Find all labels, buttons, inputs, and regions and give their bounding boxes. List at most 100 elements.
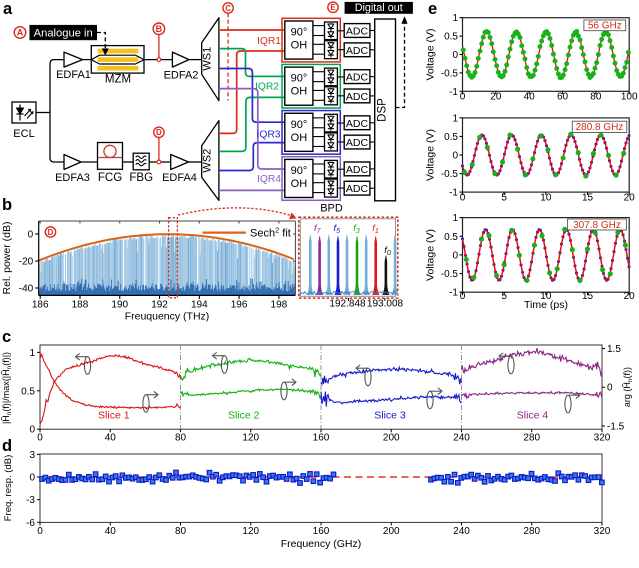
svg-text:20: 20 bbox=[624, 193, 636, 204]
svg-text:EDFA1: EDFA1 bbox=[56, 69, 91, 81]
svg-text:b: b bbox=[2, 196, 12, 214]
svg-text:56 GHz: 56 GHz bbox=[588, 20, 622, 31]
svg-text:f0: f0 bbox=[384, 245, 391, 257]
svg-text:ADC: ADC bbox=[346, 183, 369, 195]
svg-text:-0.5: -0.5 bbox=[441, 269, 459, 280]
svg-text:c: c bbox=[2, 328, 11, 346]
svg-text:0: 0 bbox=[607, 383, 613, 394]
svg-text:-20: -20 bbox=[19, 257, 34, 268]
svg-text:Rel. power (dB): Rel. power (dB) bbox=[1, 222, 13, 295]
svg-text:-1.5: -1.5 bbox=[607, 422, 625, 433]
svg-text:D: D bbox=[48, 228, 54, 237]
svg-text:f5: f5 bbox=[334, 223, 341, 235]
svg-text:ADC: ADC bbox=[346, 45, 369, 57]
svg-text:0: 0 bbox=[37, 433, 43, 444]
svg-text:Freuquency (THz): Freuquency (THz) bbox=[125, 311, 210, 323]
svg-text:ADC: ADC bbox=[346, 118, 369, 130]
svg-text:280: 280 bbox=[523, 433, 540, 444]
svg-text:-1: -1 bbox=[449, 87, 458, 98]
svg-text:D: D bbox=[156, 128, 162, 137]
svg-text:-1: -1 bbox=[449, 188, 458, 199]
svg-text:196: 196 bbox=[231, 300, 248, 311]
svg-text:OH: OH bbox=[291, 178, 308, 190]
svg-text:FBG: FBG bbox=[129, 172, 153, 184]
svg-text:IQR4: IQR4 bbox=[257, 174, 281, 185]
svg-text:100: 100 bbox=[621, 91, 638, 102]
svg-text:OH: OH bbox=[291, 40, 308, 52]
svg-text:5: 5 bbox=[501, 193, 507, 204]
svg-text:-6: -6 bbox=[26, 518, 35, 529]
svg-text:20: 20 bbox=[490, 91, 502, 102]
svg-text:0.5: 0.5 bbox=[444, 32, 458, 43]
svg-text:IQR2: IQR2 bbox=[255, 82, 279, 93]
svg-text:90°: 90° bbox=[291, 27, 308, 39]
svg-text:1: 1 bbox=[452, 13, 458, 24]
svg-text:1: 1 bbox=[452, 113, 458, 124]
svg-text:0.5: 0.5 bbox=[444, 232, 458, 243]
svg-text:240: 240 bbox=[453, 526, 470, 537]
svg-text:WS2: WS2 bbox=[202, 149, 214, 173]
svg-text:90°: 90° bbox=[291, 119, 308, 131]
svg-text:0: 0 bbox=[29, 425, 35, 436]
svg-text:10: 10 bbox=[540, 291, 552, 302]
svg-text:ADC: ADC bbox=[346, 137, 369, 149]
svg-text:IQR3: IQR3 bbox=[256, 129, 280, 140]
svg-text:194: 194 bbox=[191, 300, 208, 311]
svg-text:e: e bbox=[428, 0, 437, 18]
svg-text:C: C bbox=[225, 4, 231, 13]
svg-text:Voltage (V): Voltage (V) bbox=[425, 229, 437, 281]
svg-text:-3: -3 bbox=[26, 495, 35, 506]
svg-text:0: 0 bbox=[460, 291, 466, 302]
svg-text:Analogue in: Analogue in bbox=[34, 28, 93, 40]
svg-text:IQR1: IQR1 bbox=[257, 36, 281, 47]
svg-text:200: 200 bbox=[383, 526, 400, 537]
svg-text:90°: 90° bbox=[291, 165, 308, 177]
svg-text:BPD: BPD bbox=[320, 202, 343, 214]
svg-text:120: 120 bbox=[242, 526, 259, 537]
svg-text:90°: 90° bbox=[291, 73, 308, 85]
svg-text:60: 60 bbox=[557, 91, 569, 102]
svg-text:80: 80 bbox=[175, 433, 187, 444]
svg-text:1: 1 bbox=[29, 348, 35, 359]
svg-text:200: 200 bbox=[383, 433, 400, 444]
svg-text:ADC: ADC bbox=[346, 72, 369, 84]
svg-text:0: 0 bbox=[460, 193, 466, 204]
svg-text:193.008: 193.008 bbox=[367, 299, 404, 310]
svg-text:192.848: 192.848 bbox=[329, 299, 366, 310]
svg-text:240: 240 bbox=[453, 433, 470, 444]
svg-text:Voltage (V): Voltage (V) bbox=[425, 29, 437, 81]
svg-text:Sech2 fit: Sech2 fit bbox=[250, 226, 291, 240]
svg-text:280.8 GHz: 280.8 GHz bbox=[576, 122, 624, 133]
svg-text:Freq. resp. (dB): Freq. resp. (dB) bbox=[3, 455, 14, 522]
svg-text:40: 40 bbox=[105, 433, 117, 444]
svg-text:a: a bbox=[3, 0, 13, 18]
svg-text:-1: -1 bbox=[449, 288, 458, 299]
svg-text:ADC: ADC bbox=[346, 26, 369, 38]
svg-text:EDFA4: EDFA4 bbox=[162, 172, 197, 184]
svg-text:190: 190 bbox=[111, 300, 128, 311]
svg-text:0: 0 bbox=[452, 250, 458, 261]
svg-text:5: 5 bbox=[501, 291, 507, 302]
svg-text:Slice 4: Slice 4 bbox=[517, 410, 549, 422]
svg-text:280: 280 bbox=[523, 526, 540, 537]
svg-text:-0.5: -0.5 bbox=[441, 169, 459, 180]
svg-text:-0.5: -0.5 bbox=[441, 68, 459, 79]
svg-text:ADC: ADC bbox=[346, 91, 369, 103]
svg-text:EDFA3: EDFA3 bbox=[55, 172, 90, 184]
svg-text:FCG: FCG bbox=[98, 172, 122, 184]
svg-text:40: 40 bbox=[524, 91, 536, 102]
svg-text:10: 10 bbox=[540, 193, 552, 204]
svg-text:Frequency (GHz): Frequency (GHz) bbox=[281, 538, 362, 550]
svg-text:DSP: DSP bbox=[377, 98, 389, 122]
svg-text:0: 0 bbox=[37, 526, 43, 537]
svg-text:120: 120 bbox=[242, 433, 259, 444]
svg-text:0: 0 bbox=[452, 151, 458, 162]
svg-text:E: E bbox=[330, 3, 336, 12]
svg-text:EDFA2: EDFA2 bbox=[164, 70, 199, 82]
svg-text:160: 160 bbox=[313, 433, 330, 444]
svg-text:0: 0 bbox=[452, 50, 458, 61]
svg-text:80: 80 bbox=[175, 526, 187, 537]
svg-text:WS1: WS1 bbox=[202, 47, 214, 71]
svg-text:188: 188 bbox=[72, 300, 89, 311]
svg-text:320: 320 bbox=[594, 433, 611, 444]
